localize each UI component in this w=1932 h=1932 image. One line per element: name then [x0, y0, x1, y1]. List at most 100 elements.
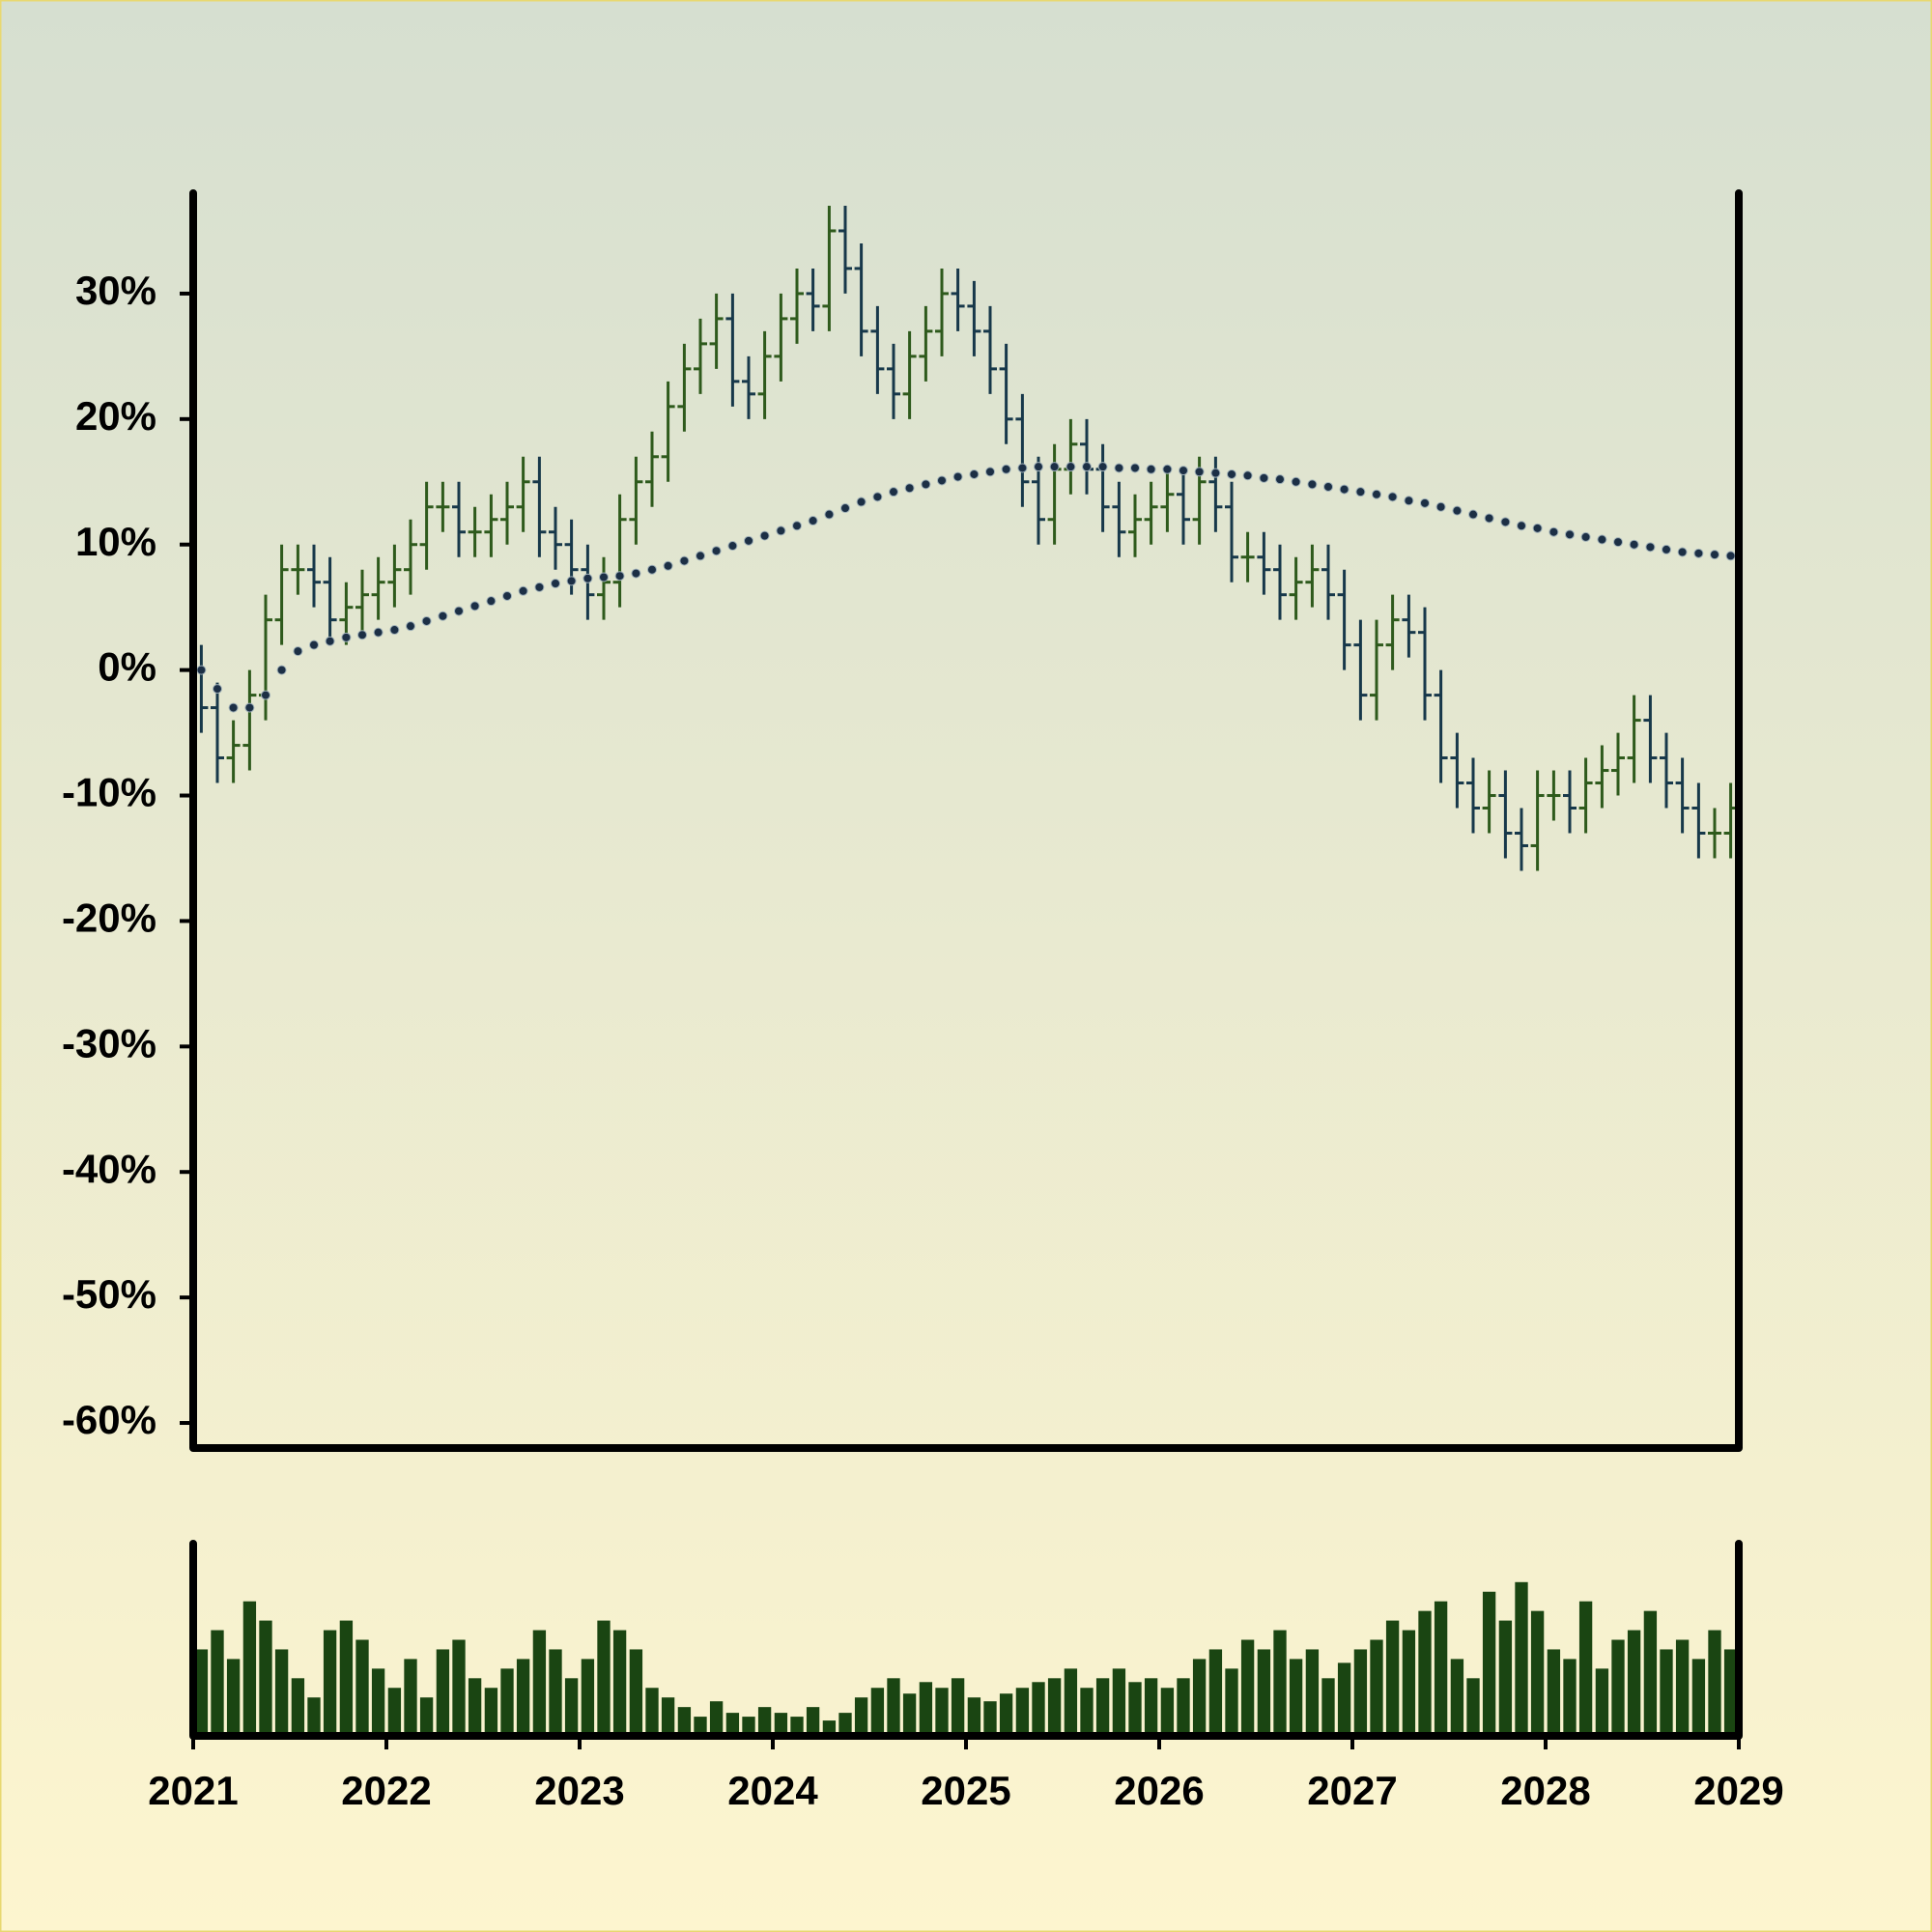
volume-bar	[371, 1668, 385, 1736]
trend-dot	[952, 471, 963, 482]
trend-dot	[1468, 509, 1478, 520]
trend-dot	[469, 601, 480, 611]
volume-panel	[194, 1581, 1738, 1736]
trend-dot	[921, 479, 931, 490]
volume-bar	[1353, 1649, 1368, 1736]
volume-bar	[1563, 1659, 1577, 1736]
volume-bar	[645, 1688, 659, 1736]
volume-bar	[1080, 1688, 1094, 1736]
volume-bar	[1482, 1591, 1496, 1736]
trend-dot	[1114, 463, 1124, 473]
trend-dot	[889, 487, 898, 497]
trend-dot	[696, 551, 705, 561]
x-tick-label: 2023	[534, 1768, 624, 1813]
trend-dot	[759, 530, 770, 541]
trend-dot	[1179, 466, 1188, 476]
volume-bar	[1064, 1668, 1078, 1736]
trend-dot	[261, 690, 270, 700]
volume-bar	[597, 1620, 611, 1736]
trend-dot	[904, 483, 915, 494]
volume-bar	[1289, 1659, 1303, 1736]
volume-bar	[259, 1620, 272, 1736]
volume-bar	[1466, 1678, 1480, 1736]
trend-dot	[1484, 513, 1494, 524]
volume-bar	[806, 1707, 820, 1736]
volume-bar	[1305, 1649, 1320, 1736]
volume-bar	[1547, 1649, 1561, 1736]
volume-bar	[226, 1659, 241, 1736]
volume-bar	[919, 1682, 933, 1736]
trend-dot	[486, 596, 497, 607]
trend-dot	[1452, 505, 1463, 516]
volume-bar	[242, 1601, 257, 1736]
volume-bar	[757, 1707, 772, 1736]
trend-dot	[937, 475, 947, 486]
trend-dot	[1435, 501, 1446, 512]
volume-bar	[194, 1649, 209, 1736]
trend-dot	[406, 621, 415, 632]
volume-bar	[790, 1717, 804, 1736]
volume-bar	[1160, 1688, 1175, 1736]
volume-bar	[468, 1678, 482, 1736]
volume-bar	[887, 1678, 900, 1736]
trend-dot	[228, 702, 239, 713]
trend-dot	[663, 560, 673, 571]
trend-dot	[1339, 484, 1350, 495]
volume-bar	[1515, 1581, 1528, 1736]
trend-dot	[1597, 534, 1607, 545]
volume-bar	[1192, 1659, 1207, 1736]
trend-dot	[1532, 523, 1543, 533]
volume-bar	[742, 1717, 755, 1736]
volume-bar	[838, 1713, 852, 1736]
volume-bar	[902, 1693, 917, 1736]
volume-bar	[211, 1630, 224, 1736]
volume-bar	[709, 1701, 724, 1736]
trend-dot	[1227, 469, 1236, 479]
trend-dot	[244, 702, 255, 713]
trend-dot	[582, 573, 593, 583]
x-tick-label: 2021	[148, 1768, 238, 1813]
trend-dot	[1548, 526, 1559, 537]
volume-bar	[419, 1697, 434, 1736]
volume-bar	[1177, 1678, 1190, 1736]
volume-bar	[355, 1639, 369, 1736]
trend-dot	[1517, 521, 1526, 531]
volume-bar	[999, 1693, 1013, 1736]
volume-bar	[1530, 1610, 1545, 1736]
trend-dot	[1500, 517, 1511, 527]
trend-dot	[1034, 462, 1043, 472]
trend-dot	[1677, 547, 1688, 557]
volume-bar	[951, 1678, 965, 1736]
volume-bar	[774, 1713, 788, 1736]
volume-bar	[387, 1688, 402, 1736]
y-tick-label: 0%	[98, 644, 156, 690]
volume-bar	[1240, 1639, 1255, 1736]
volume-bar	[1032, 1682, 1045, 1736]
trend-dot	[1645, 542, 1656, 553]
x-tick-label: 2027	[1307, 1768, 1397, 1813]
trend-dot	[1001, 464, 1011, 474]
volume-bar	[436, 1649, 450, 1736]
trend-dot	[792, 521, 802, 531]
volume-bar	[1691, 1659, 1706, 1736]
trend-dot	[213, 684, 222, 695]
y-tick-label: 10%	[75, 519, 156, 564]
trend-dot	[1017, 463, 1028, 473]
volume-bar	[1578, 1601, 1593, 1736]
volume-bar	[1225, 1668, 1238, 1736]
x-tick-label: 2022	[341, 1768, 431, 1813]
volume-bar	[1208, 1649, 1223, 1736]
trend-dot	[1323, 481, 1333, 492]
y-tick-label: -20%	[62, 895, 156, 941]
trend-dot	[309, 639, 319, 650]
volume-bar	[1337, 1662, 1351, 1736]
trend-dot	[1565, 529, 1575, 540]
trend-dot	[808, 516, 818, 526]
volume-bar	[484, 1688, 498, 1736]
trend-dot	[518, 585, 528, 596]
volume-bar	[983, 1701, 997, 1736]
trend-dot	[325, 636, 335, 646]
trend-dot	[856, 497, 867, 507]
trend-dot	[744, 535, 753, 546]
